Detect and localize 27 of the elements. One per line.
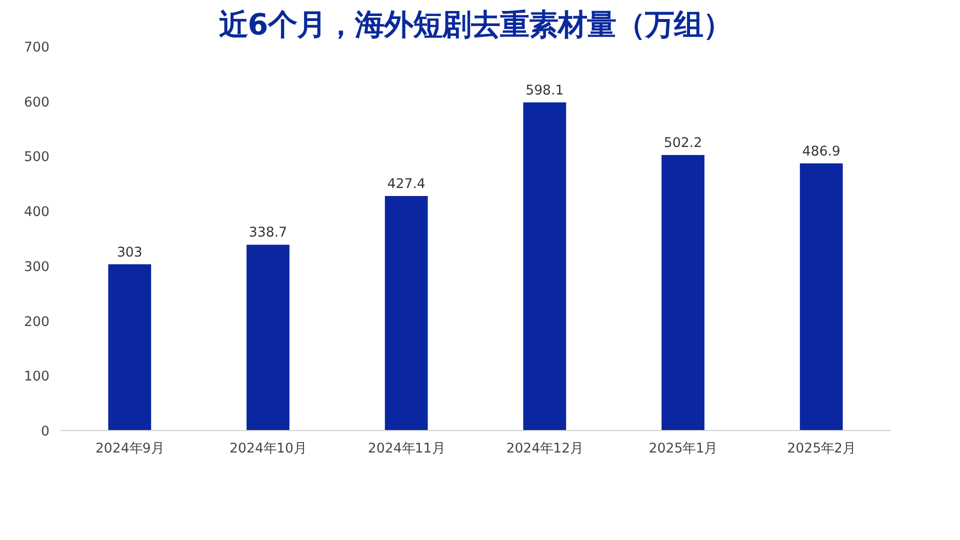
x-tick-label: 2024年11月 — [368, 442, 445, 456]
x-tick-label: 2024年10月 — [230, 442, 306, 456]
y-tick-label: 600 — [24, 95, 50, 110]
bar — [108, 264, 152, 430]
bar — [662, 155, 704, 430]
chart-title: 近6个月，海外短剧去重素材量（万组） — [218, 8, 732, 42]
y-tick-label: 200 — [24, 314, 50, 330]
data-label: 427.4 — [387, 177, 426, 192]
data-label: 486.9 — [802, 144, 840, 160]
data-label: 502.2 — [664, 136, 702, 152]
y-tick-label: 400 — [24, 205, 50, 220]
x-tick-label: 2025年2月 — [787, 442, 856, 456]
data-label: 303 — [116, 245, 142, 260]
bar — [800, 163, 843, 430]
x-tick-label: 2025年1月 — [648, 442, 718, 456]
y-tick-label: 500 — [24, 150, 50, 166]
y-tick-label: 700 — [24, 40, 50, 56]
bar — [384, 196, 428, 430]
bar — [246, 244, 290, 430]
x-tick-label: 2024年9月 — [95, 442, 164, 456]
y-tick-label: 300 — [24, 260, 50, 275]
y-tick-label: 0 — [41, 424, 50, 440]
y-tick-label: 100 — [24, 370, 50, 385]
x-tick-label: 2024年12月 — [506, 442, 584, 456]
bar — [523, 102, 566, 430]
data-label: 598.1 — [526, 83, 564, 98]
data-label: 338.7 — [248, 226, 288, 241]
